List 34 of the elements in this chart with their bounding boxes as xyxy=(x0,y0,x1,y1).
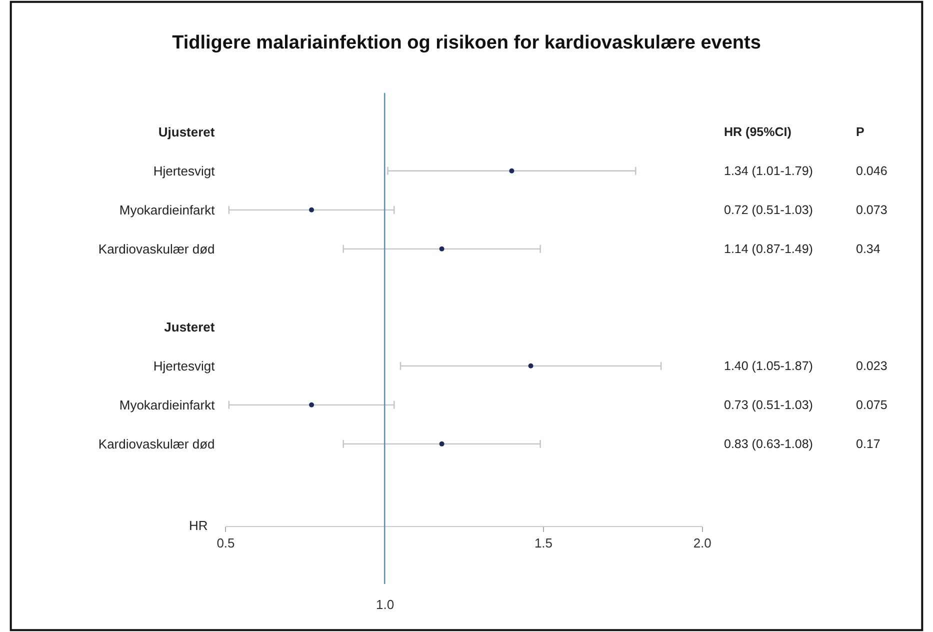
x-axis-title: HR xyxy=(189,518,208,533)
point xyxy=(528,363,534,368)
text: 1.14 (0.87-1.49) xyxy=(724,242,813,256)
text: 0.34 xyxy=(856,242,880,256)
text: 0.073 xyxy=(856,203,888,217)
y-tick-label: Hjertesvigt xyxy=(153,163,216,178)
point xyxy=(509,168,514,174)
text: 0.17 xyxy=(856,437,880,451)
y-tick-label: Hjertesvigt xyxy=(153,358,216,374)
y-tick-label: Justeret xyxy=(164,319,216,334)
y-tick-label: Ujusteret xyxy=(158,124,216,140)
x-tick-label: 1.5 xyxy=(534,535,553,550)
text: 0.72 (0.51-1.03) xyxy=(724,203,813,217)
text: 1.40 (1.05-1.87) xyxy=(724,359,813,373)
point xyxy=(439,441,444,446)
ref-line-label: 1.0 xyxy=(376,597,394,612)
text: 0.83 (0.63-1.08) xyxy=(724,437,813,451)
text: 0.73 (0.51-1.03) xyxy=(724,398,813,412)
y-tick-label: Kardiovaskulær død xyxy=(98,241,215,256)
y-tick-label: Kardiovaskulær død xyxy=(98,436,215,452)
x-tick-label: 2.0 xyxy=(693,535,712,550)
y-tick-label: Myokardieinfarkt xyxy=(119,202,216,218)
chart-title: Tidligere malariainfektion og risikoen for kardiovaskulære events xyxy=(172,32,761,54)
x-tick-label: 0.5 xyxy=(216,535,235,550)
point xyxy=(309,207,314,212)
text: P xyxy=(856,125,864,139)
text: 0.046 xyxy=(856,164,888,178)
point xyxy=(439,246,444,252)
text: 1.34 (1.01-1.79) xyxy=(724,164,813,178)
text: 0.075 xyxy=(856,398,888,412)
point xyxy=(309,402,314,408)
text: 0.023 xyxy=(856,359,888,373)
y-tick-label: Myokardieinfarkt xyxy=(119,397,216,412)
text: HR (95%CI) xyxy=(724,125,792,139)
